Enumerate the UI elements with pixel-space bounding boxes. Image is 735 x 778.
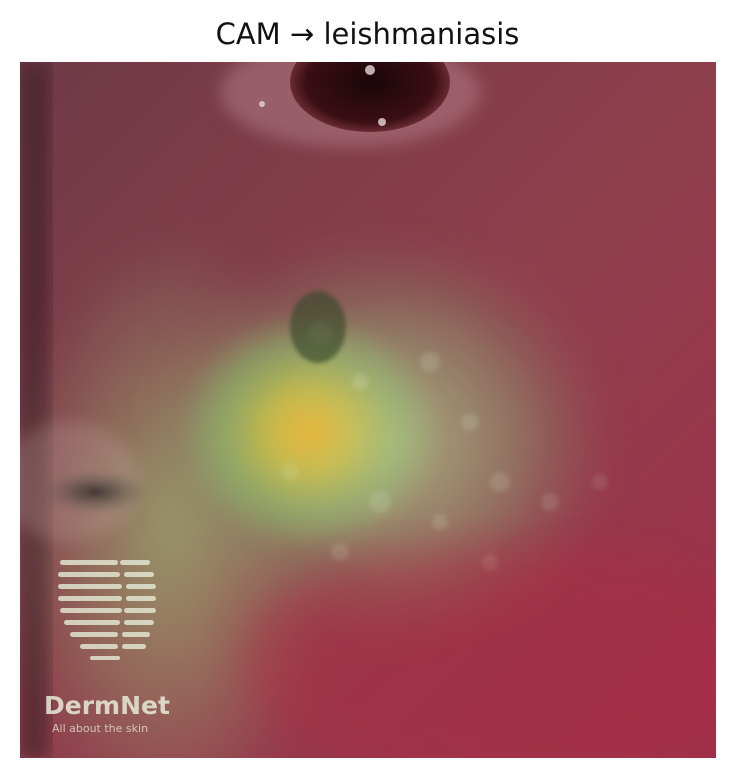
heat-low-region: [240, 542, 716, 758]
watermark-brand: DermNet: [44, 691, 170, 720]
nose-region: [20, 422, 150, 542]
watermark-tagline: All about the skin: [52, 722, 148, 735]
figure-title: CAM → leishmaniasis: [215, 17, 520, 51]
cam-heatmap-image: DermNet All about the skin: [20, 62, 716, 758]
dermnet-logo-icon: [58, 560, 156, 660]
eye-region: [220, 62, 480, 147]
lesion-crust: [290, 291, 346, 363]
heatmap-canvas: DermNet All about the skin: [20, 62, 716, 758]
